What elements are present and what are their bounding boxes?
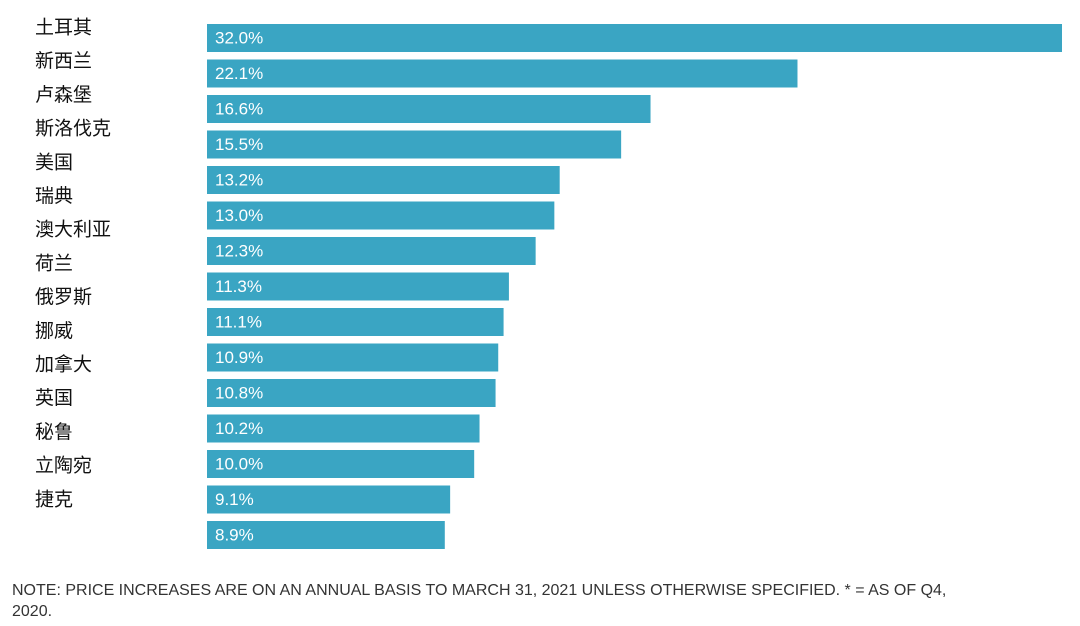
- category-label: 立陶宛: [35, 455, 92, 477]
- value-label: 10.0%: [215, 454, 263, 473]
- bar: [207, 343, 499, 372]
- value-label: 10.8%: [215, 383, 263, 402]
- category-label: 卢森堡: [35, 84, 92, 106]
- value-label: 9.1%: [215, 490, 254, 509]
- value-label: 12.3%: [215, 241, 263, 260]
- bar: [207, 272, 509, 301]
- note: NOTE: PRICE INCREASES ARE ON AN ANNUAL B…: [12, 582, 946, 599]
- bar: [207, 59, 798, 88]
- bar: [207, 166, 560, 194]
- value-label: 10.2%: [215, 419, 263, 438]
- value-label: 32.0%: [215, 28, 263, 47]
- bar: [207, 308, 504, 336]
- bar: [207, 485, 451, 514]
- category-label: 斯洛伐克: [35, 118, 111, 140]
- bar: [207, 450, 475, 478]
- value-label: 10.9%: [215, 348, 263, 367]
- category-label: 俄罗斯: [35, 286, 92, 308]
- bar: [207, 95, 651, 123]
- value-label: 8.9%: [215, 525, 254, 544]
- category-label: 美国: [35, 151, 73, 173]
- value-label: 22.1%: [215, 64, 263, 83]
- value-label: 11.3%: [215, 277, 262, 296]
- bar: [207, 130, 622, 159]
- bar: [207, 237, 536, 265]
- category-label: 秘鲁: [35, 421, 73, 443]
- bar: [207, 201, 555, 230]
- category-label: 荷兰: [35, 252, 73, 274]
- value-label: 15.5%: [215, 135, 263, 154]
- value-label: 16.6%: [215, 99, 263, 118]
- bar: [207, 414, 480, 443]
- category-label: 挪威: [35, 320, 73, 342]
- value-label: 13.2%: [215, 170, 263, 189]
- bar: [207, 24, 1062, 52]
- category-label: 加拿大: [35, 353, 92, 376]
- category-label: 英国: [35, 387, 73, 409]
- value-label: 11.1%: [215, 312, 262, 331]
- category-label: 捷克: [35, 488, 73, 510]
- category-label: 瑞典: [35, 185, 73, 207]
- category-label: 澳大利亚: [35, 219, 111, 241]
- note: 2020.: [12, 603, 52, 620]
- value-label: 13.0%: [215, 206, 263, 225]
- category-label: 新西兰: [35, 50, 92, 72]
- bar: [207, 379, 496, 407]
- category-label: 土耳其: [35, 17, 92, 39]
- bar: [207, 521, 445, 549]
